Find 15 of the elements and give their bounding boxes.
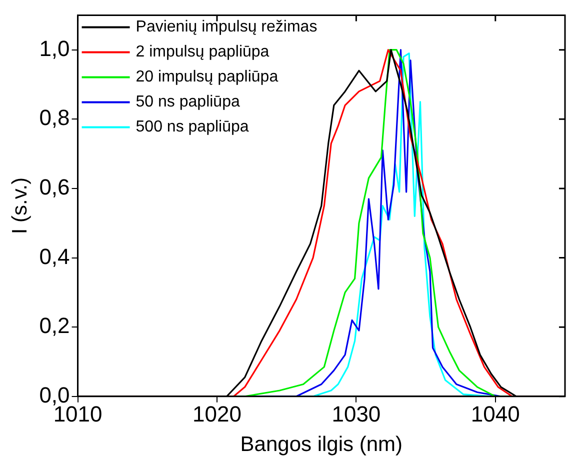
y-tick-label: 0,8 — [39, 105, 70, 130]
legend-label: 500 ns papliūpa — [136, 118, 249, 136]
legend-label: 50 ns papliūpa — [136, 94, 240, 111]
y-tick-label: 0,4 — [39, 244, 70, 269]
legend-label: Pavienių impulsų režimas — [136, 18, 318, 36]
y-tick-label: 0,6 — [39, 174, 70, 200]
x-tick-label: 1040 — [470, 402, 520, 427]
x-tick-label: 1020 — [192, 402, 242, 427]
x-tick-label: 1030 — [332, 402, 381, 427]
legend-label: 2 impulsų papliūpa — [136, 44, 270, 61]
y-tick-label: 0,2 — [39, 313, 70, 338]
y-axis-title: I (s.v.) — [8, 177, 32, 234]
legend-label: 20 impulsų papliūpa — [136, 68, 278, 86]
y-tick-label: 1,0 — [39, 36, 70, 61]
x-axis-title: Bangos ilgis (nm) — [240, 433, 403, 456]
